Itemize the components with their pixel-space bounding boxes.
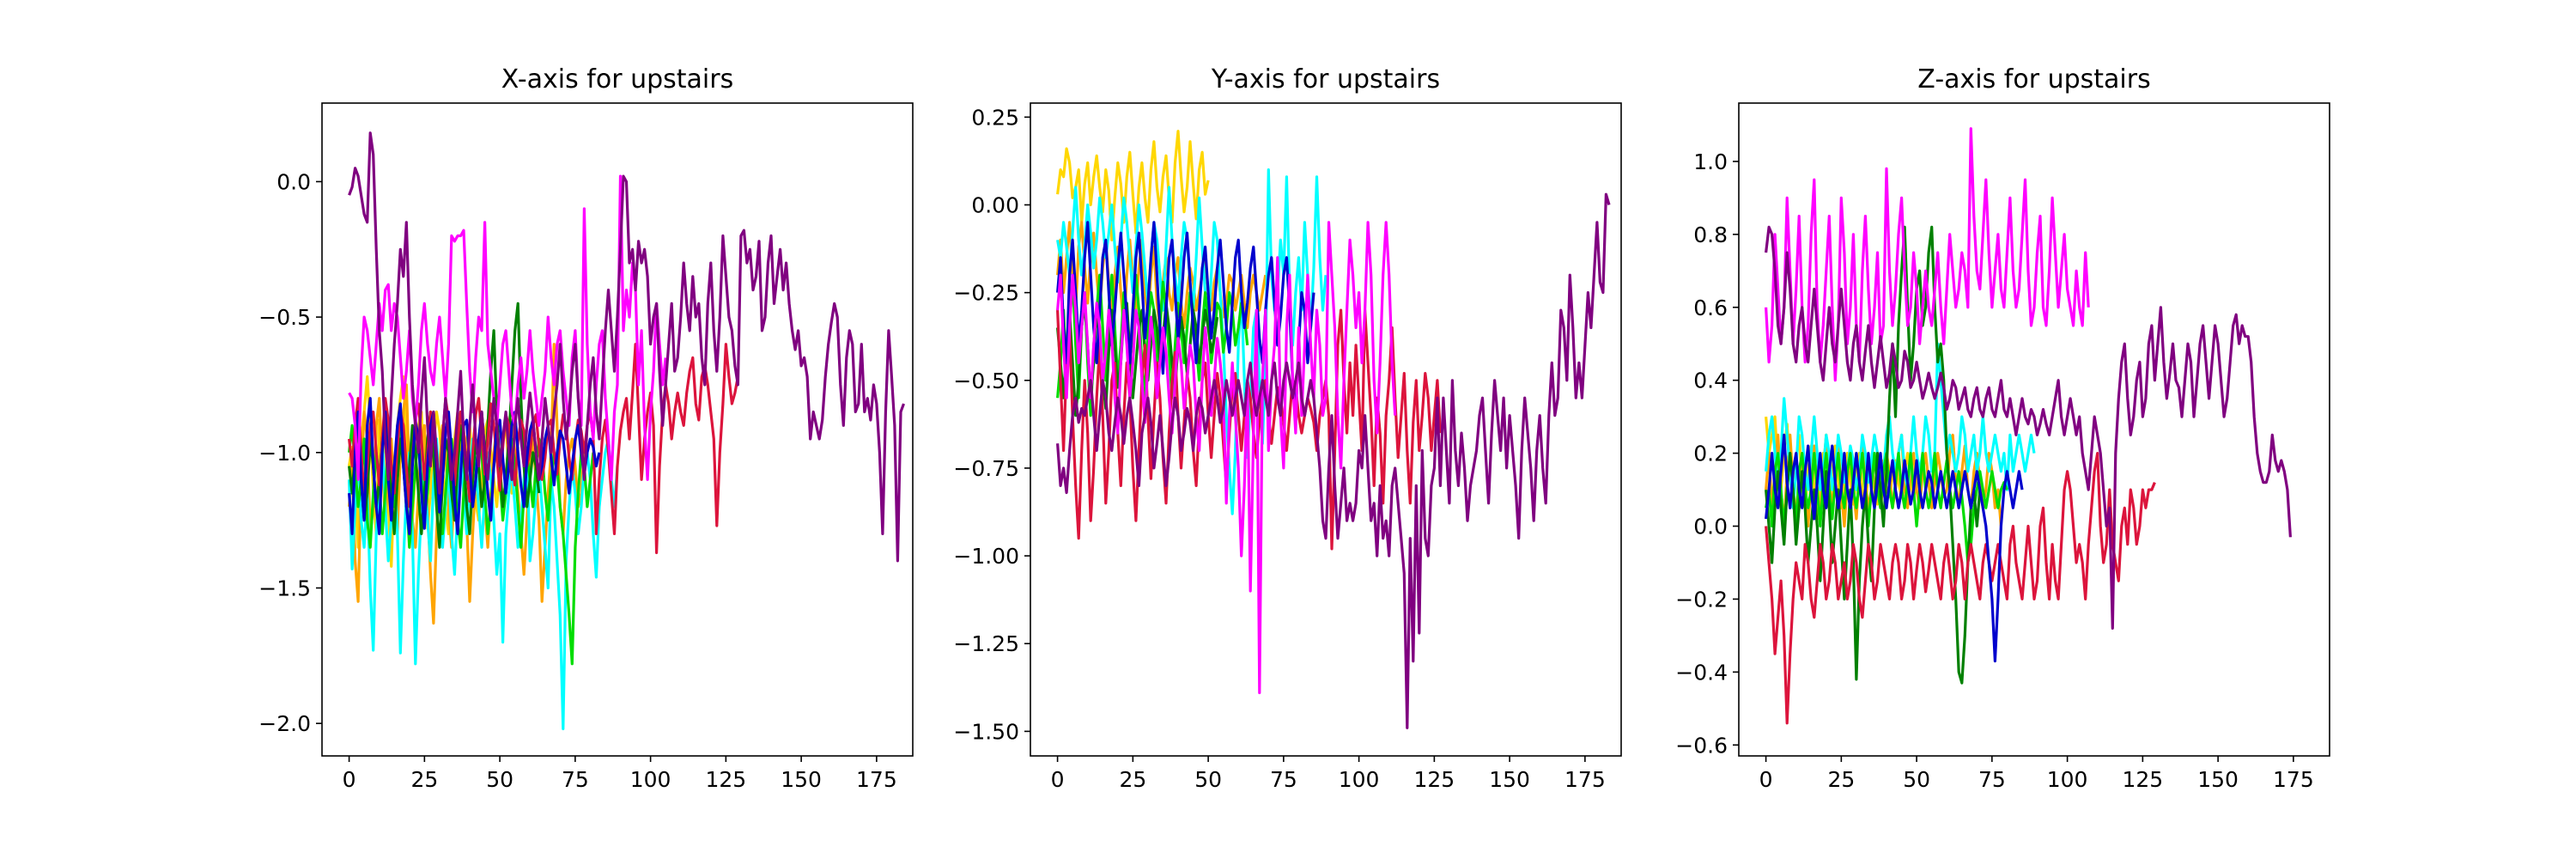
y-tick-label: −0.5 [258, 305, 311, 330]
plot-area: 0 25 50 75 100 125 150 175 −1.50 −1.25 −1.00 −0.75 −… [953, 102, 1622, 792]
axes-frame [321, 102, 914, 757]
series-line [348, 397, 601, 536]
series-line [1765, 433, 2024, 663]
y-tick-label: −1.25 [953, 631, 1019, 656]
y-tick-label: 0.0 [276, 169, 311, 194]
series-group [1056, 130, 1611, 729]
plot-area: 0 25 50 75 100 125 150 175 −0.6 −0.4 −0.2 0.0 0.2 0.4… [1675, 102, 2330, 792]
y-tick-label: −1.50 [953, 719, 1019, 744]
x-tick-label: 150 [781, 767, 822, 792]
series-group [1765, 127, 2292, 725]
subplot-title: X-axis for upstairs [501, 64, 733, 94]
y-tick-label: 0.25 [971, 105, 1019, 130]
x-tick-label: 25 [410, 767, 438, 792]
x-tick-label: 75 [1978, 767, 2006, 792]
y-tick-label: 0.8 [1693, 222, 1728, 247]
y-tick-label: −0.75 [953, 456, 1019, 481]
y-tick-label: −0.6 [1675, 733, 1728, 758]
x-tick-label: 75 [1270, 767, 1297, 792]
x-tick-label: 125 [706, 767, 747, 792]
x-tick-label: 0 [343, 767, 356, 792]
x-tick-label: 100 [2047, 767, 2088, 792]
x-tick-label: 25 [1119, 767, 1146, 792]
x-tick-label: 100 [630, 767, 671, 792]
series-line [1056, 221, 1315, 417]
y-tick-label: 0.00 [971, 192, 1019, 217]
x-tick-label: 0 [1051, 767, 1065, 792]
x-tick-label: 150 [1489, 767, 1530, 792]
y-tick-label: −1.0 [258, 441, 311, 466]
series-line [348, 131, 906, 563]
series-line [1056, 130, 1210, 241]
y-tick-label: 0.2 [1693, 442, 1728, 466]
y-tick-label: 0.4 [1693, 369, 1728, 393]
x-tick-label: 0 [1759, 767, 1773, 792]
x-tick-label: 175 [1564, 767, 1606, 792]
y-tick-label: 0.6 [1693, 295, 1728, 320]
axes-frame [1738, 102, 2330, 757]
series-group [348, 131, 906, 731]
x-tick-label: 125 [2123, 767, 2164, 792]
x-tick-label: 125 [1414, 767, 1455, 792]
y-tick-label: 0.0 [1693, 515, 1728, 539]
y-tick-label: −1.5 [258, 576, 311, 600]
series-line [348, 174, 667, 481]
x-tick-label: 175 [2273, 767, 2314, 792]
x-tick-label: 100 [1339, 767, 1380, 792]
subplot-x-axis: X-axis for upstairs 0 25 50 75 100 125 150 175 −… [258, 64, 914, 792]
y-tick-label: −0.2 [1675, 587, 1728, 612]
y-tick-label: −1.00 [953, 544, 1019, 569]
y-tick-label: −0.25 [953, 281, 1019, 306]
x-tick-label: 150 [2197, 767, 2239, 792]
y-tick-label: −0.4 [1675, 660, 1728, 685]
x-tick-label: 25 [1827, 767, 1855, 792]
series-line [1765, 451, 2156, 725]
x-tick-label: 175 [856, 767, 897, 792]
y-tick-label: −0.50 [953, 369, 1019, 393]
subplot-title: Z-axis for upstairs [1917, 64, 2150, 94]
x-tick-label: 50 [1194, 767, 1222, 792]
series-line [1056, 192, 1611, 729]
plot-area: 0 25 50 75 100 125 150 175 −2.0 −1.5 −1.0 −0.5 0.0 [258, 102, 914, 792]
subplot-z-axis: Z-axis for upstairs 0 25 50 75 100 125 150 175 −… [1675, 64, 2330, 792]
series-line [1056, 221, 1397, 695]
subplot-title: Y-axis for upstairs [1211, 64, 1440, 94]
y-tick-label: 1.0 [1693, 149, 1728, 174]
y-tick-label: −2.0 [258, 711, 311, 736]
subplot-y-axis: Y-axis for upstairs 0 25 50 75 100 125 150 175 −… [953, 64, 1622, 792]
series-line [1765, 225, 2292, 631]
x-tick-label: 50 [486, 767, 513, 792]
axes-frame [1030, 102, 1622, 757]
x-tick-label: 75 [562, 767, 589, 792]
series-line [1765, 342, 2036, 509]
x-tick-label: 50 [1903, 767, 1930, 792]
